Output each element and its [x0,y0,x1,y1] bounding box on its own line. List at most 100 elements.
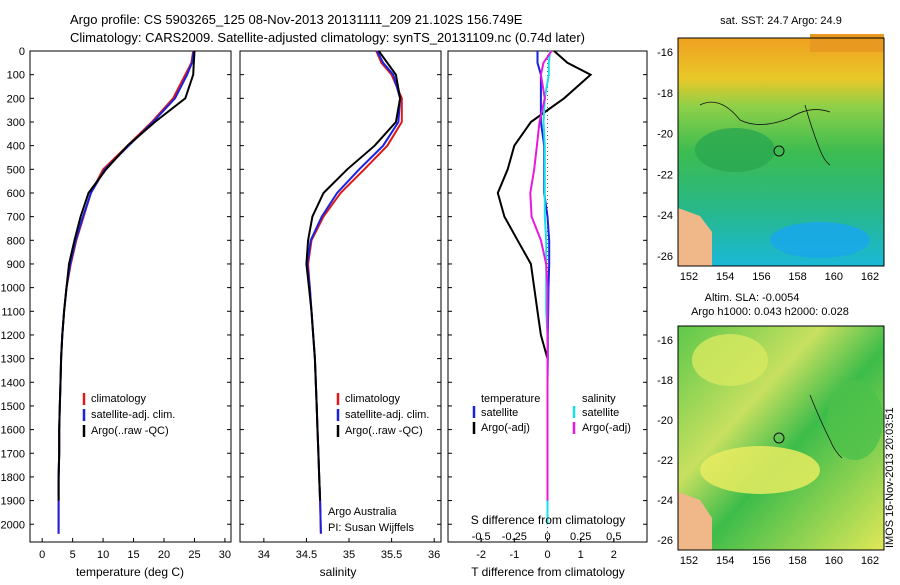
x-tick-label: -0.5 [472,531,491,543]
x-tick-label: 10 [97,549,109,561]
x-tick-label: 15 [127,549,139,561]
depth-tick-label: 1400 [1,377,25,389]
legend-salinity-head: salinity [582,393,616,405]
x-tick-label: -0.25 [502,531,527,543]
legend-climatology: climatology [345,393,401,405]
lon-tick-label: 158 [788,271,806,283]
x-tick-label: 30 [219,549,231,561]
series-line-argo-raw-qc- [57,50,196,501]
sla-map-title-2: Argo h1000: 0.043 h2000: 0.028 [691,306,849,318]
legend-satellite-adj: satellite-adj. clim. [91,409,175,421]
depth-tick-label: 600 [7,188,25,200]
argo-location-marker [773,145,785,157]
x-axis-ticks: 0 5 10 15 20 25 30 34 34.5 35 35.5 36 -2 -1 0 1 2 -0.5 -0.… [39,531,621,561]
lat-tick-label: -26 [657,251,673,263]
series-line-climatology [57,50,195,534]
series-line-argo-raw-qc- [305,50,402,501]
header-line-2: Climatology: CARS2009. Satellite-adjuste… [70,30,585,45]
lat-tick-label: -16 [657,335,673,347]
note-argo-australia: Argo Australia [328,506,397,518]
salinity-panel [239,50,442,543]
depth-tick-label: 1200 [1,330,25,342]
legend-satellite-adj: satellite-adj. clim. [345,409,429,421]
x-tick-label: 5 [70,549,76,561]
legend-sal-satellite: satellite [582,407,619,419]
legend-temperature-head: temperature [481,393,540,405]
lon-tick-label: 154 [716,555,734,567]
lat-tick-label: -26 [657,535,673,547]
t-difference-xlabel: T difference from climatology [471,565,625,579]
lon-tick-label: 156 [752,555,770,567]
x-tick-label: 35 [343,549,355,561]
x-tick-label: 0 [39,549,45,561]
note-pi: PI: Susan Wijffels [328,522,414,534]
x-tick-label: 20 [158,549,170,561]
depth-tick-label: 0 [19,46,25,58]
depth-tick-label: 500 [7,164,25,176]
x-tick-label: -1 [509,549,519,561]
series-line-satellite-adj-clim- [57,50,195,534]
profile-lines [57,50,593,542]
depth-tick-label: 800 [7,235,25,247]
x-tick-label: 0.25 [570,531,591,543]
legend-temp-satellite: satellite [481,407,518,419]
depth-tick-label: 100 [7,70,25,82]
depth-tick-label: 2000 [1,519,25,531]
salinity-legend: climatology satellite-adj. clim. Argo(..… [328,393,429,534]
x-tick-label: 36 [428,549,440,561]
lat-tick-label: -24 [657,495,673,507]
lat-tick-label: -16 [657,47,673,59]
lat-tick-label: -18 [657,375,673,387]
x-tick-label: 0 [544,531,550,543]
map-axes: -16 -18 -20 -22 -24 -26 152 154 156 158 160 162 -16 -… [657,47,879,567]
depth-tick-label: 1500 [1,401,25,413]
temperature-legend: climatology satellite-adj. clim. Argo(..… [82,393,175,437]
depth-tick-label: 700 [7,212,25,224]
lon-tick-label: 152 [680,271,698,283]
legend-climatology: climatology [91,393,147,405]
temperature-xlabel: temperature (deg C) [76,565,184,579]
depth-axis: 0 100 200 300 400 500 600 700 800 900 1000 1100 1200… [1,46,647,531]
series-line-climatology [307,50,403,534]
argo-location-marker-sla [773,432,785,444]
lat-tick-label: -20 [657,129,673,141]
depth-tick-label: 300 [7,117,25,129]
sst-map [677,34,885,267]
depth-tick-label: 200 [7,93,25,105]
lat-tick-label: -18 [657,88,673,100]
depth-tick-label: 1700 [1,448,25,460]
x-tick-label: 34.5 [296,549,317,561]
series-line-satellite-adj-clim- [306,50,402,534]
lat-tick-label: -22 [657,455,673,467]
header-line-1: Argo profile: CS 5903265_125 08-Nov-2013… [70,12,523,27]
depth-tick-label: 1300 [1,354,25,366]
depth-tick-label: 900 [7,259,25,271]
lat-tick-label: -20 [657,415,673,427]
timestamp-stamp: IMOS 16-Nov-2013 20:03:51 [884,407,896,548]
lon-tick-label: 158 [788,555,806,567]
x-tick-label: -2 [476,549,486,561]
lon-tick-label: 160 [825,271,843,283]
s-difference-title: S difference from climatology [471,513,626,527]
sla-map [677,325,885,551]
lon-tick-label: 156 [752,271,770,283]
x-tick-label: 0 [544,549,550,561]
x-tick-label: 1 [578,549,584,561]
x-tick-label: 2 [611,549,617,561]
series-line-salinity-argo-adj- [529,50,553,501]
x-tick-label: 35.5 [381,549,402,561]
legend-temp-argo: Argo(-adj) [481,422,530,434]
lat-tick-label: -24 [657,210,673,222]
depth-tick-label: 1800 [1,472,25,484]
lon-tick-label: 162 [861,271,879,283]
x-tick-label: 25 [188,549,200,561]
depth-tick-label: 1900 [1,496,25,508]
lon-tick-label: 160 [825,555,843,567]
difference-legend: temperature salinity satellite satellite… [472,393,631,434]
lon-tick-label: 154 [716,271,734,283]
salinity-xlabel: salinity [320,565,357,579]
legend-argo: Argo(..raw -QC) [91,425,169,437]
depth-tick-label: 1600 [1,425,25,437]
sla-map-title-1: Altim. SLA: -0.0054 [705,292,800,304]
